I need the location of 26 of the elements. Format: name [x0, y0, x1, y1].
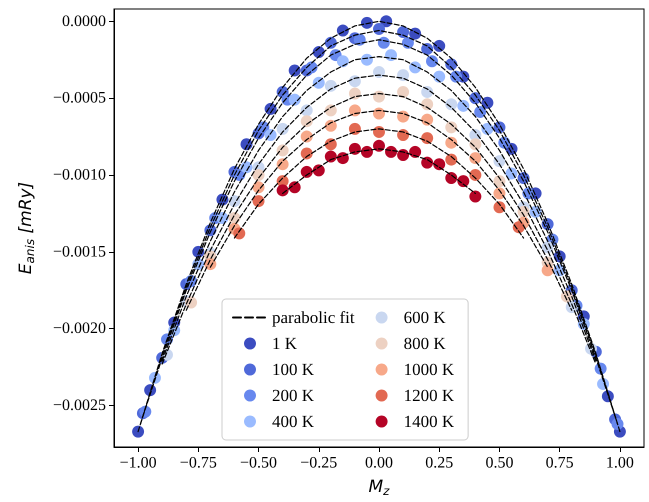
legend-label: 400 K: [272, 412, 315, 431]
legend-label: 200 K: [272, 386, 315, 405]
x-tick-label: −1.00: [120, 454, 157, 472]
x-tick-label: 0.25: [425, 454, 454, 472]
x-tick-label: 0.00: [365, 454, 393, 472]
y-tick-label: −0.0025: [52, 397, 106, 414]
x-tick-label: −0.25: [300, 454, 338, 472]
y-tick-label: −0.0020: [52, 320, 106, 338]
y-tick-label: −0.0005: [52, 90, 106, 107]
x-tick-label: −0.50: [240, 454, 278, 472]
x-tick-label: 1.00: [606, 454, 634, 472]
y-tick-label: −0.0015: [52, 243, 106, 260]
legend-label: 600 K: [404, 308, 446, 327]
y-tick-label: −0.0010: [52, 166, 106, 184]
x-tick-label: −0.75: [180, 454, 217, 472]
x-tick-label: 0.75: [546, 454, 574, 472]
legend-label: 1 K: [272, 334, 298, 353]
x-tick-label: 0.50: [485, 454, 514, 472]
legend-label: 100 K: [272, 360, 315, 379]
legend-label: 1400 K: [404, 412, 455, 431]
legend-label: 800 K: [404, 334, 446, 353]
y-tick-label: 0.0000: [62, 12, 106, 30]
legend-label: 1000 K: [404, 360, 455, 379]
y-axis-title: Eanis [mRy]: [16, 182, 37, 274]
legend-label: parabolic fit: [272, 308, 355, 327]
legend-label: 1200 K: [404, 386, 455, 405]
